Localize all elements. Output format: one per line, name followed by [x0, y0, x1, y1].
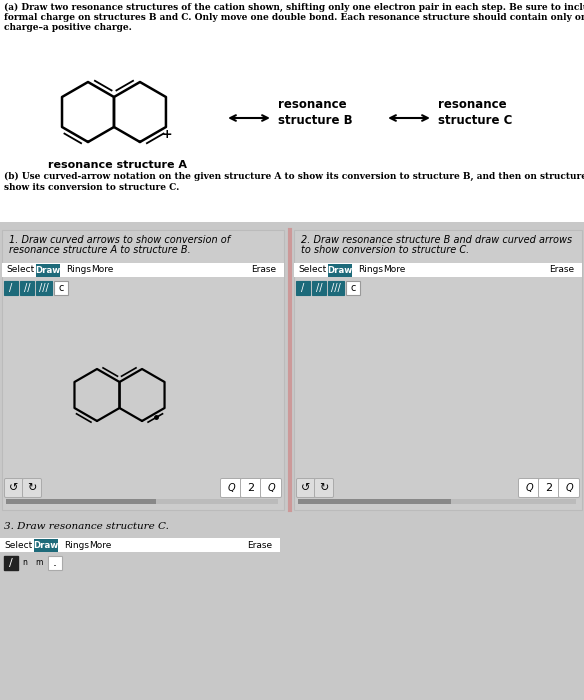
Text: Q: Q	[227, 483, 235, 493]
Text: More: More	[91, 265, 113, 274]
Text: Draw: Draw	[33, 541, 58, 550]
Text: n: n	[22, 558, 27, 567]
Bar	[328, 281, 344, 295]
Text: 2. Draw resonance structure B and draw curved arrows: 2. Draw resonance structure B and draw c…	[301, 235, 572, 245]
Bar	[2, 230, 284, 510]
Text: ↻: ↻	[319, 483, 329, 493]
Text: resonance structure A to structure B.: resonance structure A to structure B.	[9, 245, 191, 255]
Text: Erase: Erase	[549, 265, 574, 274]
Text: (b) Use curved-arrow notation on the given structure A to show its conversion to: (b) Use curved-arrow notation on the giv…	[4, 172, 584, 181]
Text: ↻: ↻	[27, 483, 37, 493]
Bar	[54, 281, 68, 295]
Bar	[298, 499, 451, 504]
Bar	[48, 556, 62, 570]
Text: c: c	[58, 283, 64, 293]
Text: (a) Draw two resonance structures of the cation shown, shifting only one electro: (a) Draw two resonance structures of the…	[4, 3, 584, 12]
Bar	[294, 230, 582, 510]
Text: Select: Select	[298, 265, 326, 274]
Bar	[4, 556, 18, 570]
Text: /: /	[301, 283, 305, 293]
FancyBboxPatch shape	[297, 479, 315, 498]
Text: formal charge on structures B and C. Only move one double bond. Each resonance s: formal charge on structures B and C. Onl…	[4, 13, 584, 22]
Text: m: m	[35, 558, 43, 567]
Text: Select: Select	[6, 265, 34, 274]
Text: Rings: Rings	[66, 265, 91, 274]
Bar	[312, 281, 326, 295]
Bar	[6, 499, 278, 504]
Text: 1. Draw curved arrows to show conversion of: 1. Draw curved arrows to show conversion…	[9, 235, 230, 245]
FancyBboxPatch shape	[315, 479, 333, 498]
Text: Draw: Draw	[36, 266, 61, 275]
Bar	[36, 281, 52, 295]
FancyBboxPatch shape	[5, 479, 23, 498]
Text: More: More	[89, 540, 112, 550]
Text: //: //	[316, 283, 322, 293]
Bar	[328, 264, 352, 277]
Text: /: /	[9, 283, 13, 293]
Bar	[294, 263, 582, 277]
Text: resonance
structure C: resonance structure C	[438, 98, 512, 127]
Text: resonance
structure B: resonance structure B	[278, 98, 353, 127]
Text: c: c	[350, 283, 356, 293]
Bar	[0, 538, 280, 552]
Text: //: //	[24, 283, 30, 293]
Text: Q: Q	[267, 483, 275, 493]
Text: to show conversion to structure C.: to show conversion to structure C.	[301, 245, 470, 255]
Text: Rings: Rings	[358, 265, 383, 274]
Text: ///: ///	[331, 283, 341, 293]
Text: 2: 2	[248, 483, 255, 493]
Text: More: More	[383, 265, 405, 274]
Bar	[298, 499, 576, 504]
Bar	[2, 263, 284, 277]
FancyBboxPatch shape	[538, 479, 559, 498]
Bar	[36, 264, 60, 277]
Text: Rings: Rings	[64, 540, 89, 550]
Text: +: +	[162, 127, 172, 141]
Text: .: .	[53, 556, 57, 570]
Bar	[4, 281, 18, 295]
Text: Q: Q	[565, 483, 573, 493]
Bar	[346, 281, 360, 295]
Text: charge–a positive charge.: charge–a positive charge.	[4, 23, 132, 32]
Text: Erase: Erase	[247, 540, 272, 550]
Bar	[296, 281, 310, 295]
Bar	[34, 539, 58, 552]
Text: Q: Q	[525, 483, 533, 493]
Text: ↺: ↺	[301, 483, 311, 493]
Text: resonance structure A: resonance structure A	[48, 160, 187, 170]
Text: show its conversion to structure C.: show its conversion to structure C.	[4, 183, 179, 192]
FancyBboxPatch shape	[519, 479, 540, 498]
FancyBboxPatch shape	[260, 479, 281, 498]
Text: ↺: ↺	[9, 483, 19, 493]
Text: ///: ///	[39, 283, 49, 293]
Text: /: /	[9, 558, 13, 568]
Text: Erase: Erase	[251, 265, 276, 274]
Text: 3. Draw resonance structure C.: 3. Draw resonance structure C.	[4, 522, 169, 531]
Text: Draw: Draw	[328, 266, 353, 275]
FancyBboxPatch shape	[23, 479, 41, 498]
FancyBboxPatch shape	[241, 479, 262, 498]
Text: Select: Select	[4, 540, 32, 550]
FancyBboxPatch shape	[221, 479, 242, 498]
Bar	[0, 0, 584, 222]
Bar	[20, 281, 34, 295]
FancyBboxPatch shape	[558, 479, 579, 498]
Text: 2: 2	[545, 483, 552, 493]
Bar	[6, 499, 155, 504]
